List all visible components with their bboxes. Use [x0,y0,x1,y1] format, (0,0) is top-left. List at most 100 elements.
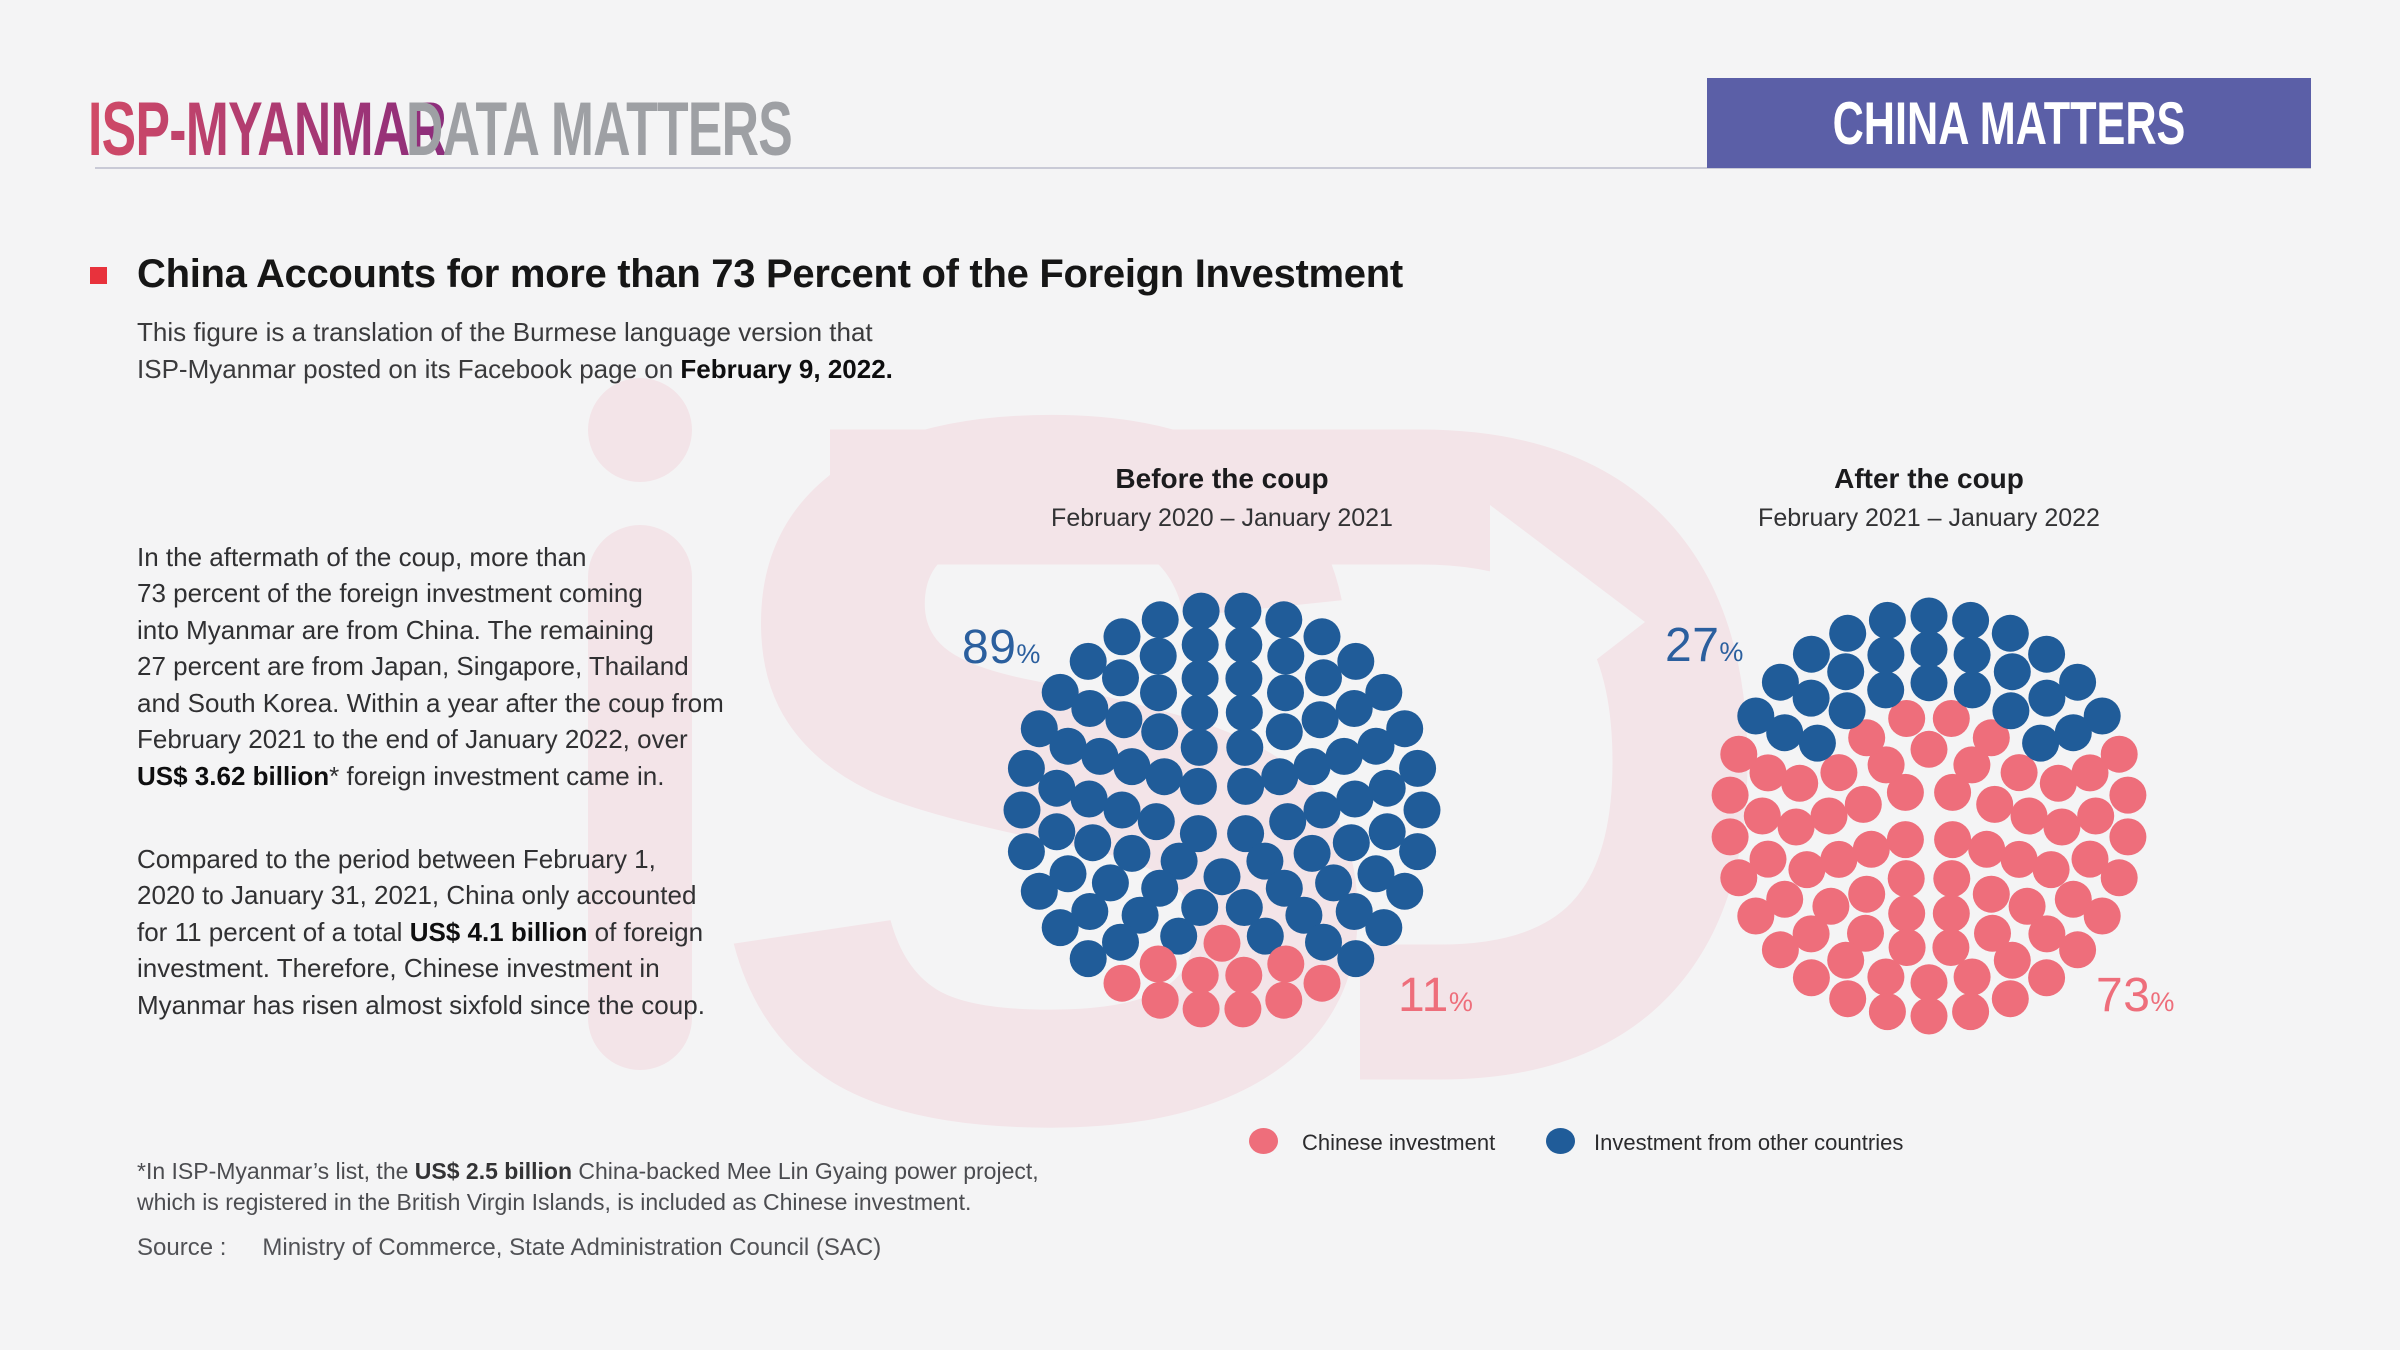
before-coup-header: Before the coup February 2020 – January … [997,462,1447,532]
Investment from other countries-dot [1267,637,1305,675]
Investment from other countries-dot [1141,601,1179,639]
source-label: Source : [137,1234,227,1261]
Investment from other countries-dot [1399,749,1437,787]
Chinese investment-dot [1968,830,2006,868]
after-coup-dot-chart [1704,591,2154,1041]
Investment from other countries-dot [1953,636,1991,674]
Investment from other countries-dot [1102,659,1139,697]
Investment from other countries-dot [1365,673,1403,711]
banner-label: CHINA MATTERS [1832,89,2186,157]
Investment from other countries-dot [1991,614,2029,652]
Investment from other countries-dot [1337,642,1375,680]
Investment from other countries-dot [1368,813,1406,851]
Investment from other countries-dot [1829,614,1867,652]
Chinese investment-dot [1932,895,1970,932]
Investment from other countries-dot [1225,694,1263,731]
Chinese investment-dot [1829,980,1867,1018]
Investment from other countries-dot [1091,864,1129,902]
Investment from other countries-dot [1246,917,1284,955]
Investment from other countries-dot [1910,630,1948,668]
Chinese investment-dot [1888,895,1926,932]
Investment from other countries-dot [1160,917,1198,955]
Chinese investment-dot [2039,764,2077,802]
watermark-i-stem [588,525,692,1070]
Investment from other countries-dot [1103,791,1141,829]
Investment from other countries-dot [1038,813,1076,851]
Investment from other countries-dot [2083,697,2121,735]
Investment from other countries-dot [1226,728,1264,766]
Investment from other countries-dot [1868,601,1906,639]
Investment from other countries-dot [1403,791,1441,829]
Chinese investment-dot [2059,931,2097,969]
Chinese investment-dot [1910,964,1948,1002]
Chinese investment-dot [1827,941,1865,979]
Investment from other countries-dot [1261,758,1299,796]
before-coup-title: Before the coup [1115,463,1329,494]
Chinese investment-dot [2043,808,2081,846]
Chinese investment-dot [1781,764,1819,802]
Investment from other countries-dot [2022,724,2060,762]
Investment from other countries-dot [1049,855,1087,893]
Chinese investment-dot [2000,754,2038,792]
watermark-arrow-band [830,429,1748,1080]
Investment from other countries-dot [1992,692,2030,730]
logo-data-matters: DATA MATTERS [406,87,793,172]
Investment from other countries-dot [1953,671,1991,709]
Investment from other countries-dot [1246,842,1284,880]
Investment from other countries-dot [1049,727,1087,765]
Chinese investment-dot [1886,773,1924,811]
Investment from other countries-dot [1766,714,1804,752]
Investment from other countries-dot [1267,674,1304,712]
Investment from other countries-dot [1265,869,1303,907]
Chinese investment-dot [1812,887,1850,925]
Investment from other countries-dot [1224,592,1262,630]
Investment from other countries-dot [1792,635,1830,673]
Chinese investment-dot [1952,993,1990,1031]
Investment from other countries-dot [1325,737,1363,775]
logo-isp-myanmar: ISP-MYANMAR [88,87,447,172]
Investment from other countries-dot [1179,767,1217,805]
Chinese investment-dot [2054,880,2092,918]
Chinese investment-dot [1720,859,1758,897]
Chinese investment-dot [1934,773,1972,811]
Investment from other countries-dot [1121,896,1159,934]
Investment from other countries-dot [1305,659,1342,697]
Investment from other countries-dot [1071,893,1109,930]
Chinese investment-dot [2100,859,2138,897]
Investment from other countries-dot [1181,889,1219,926]
Chinese investment-dot [1972,875,2010,913]
Chinese investment-dot [1788,851,1826,889]
Investment from other countries-dot [2028,679,2066,717]
Investment from other countries-dot [1103,618,1141,656]
Chinese investment-dot [1972,719,2010,757]
Chinese investment-dot [1720,735,1758,773]
Investment from other countries-dot [1069,642,1107,680]
Investment from other countries-dot [1335,893,1373,930]
Investment from other countries-dot [1180,728,1218,766]
Investment from other countries-dot [1203,858,1241,896]
Investment from other countries-dot [1225,889,1263,926]
Chinese investment-dot [1888,700,1926,737]
Chinese investment-dot [1974,914,2011,952]
Investment from other countries-dot [1105,701,1143,739]
Investment from other countries-dot [1070,780,1108,818]
Investment from other countries-dot [1227,767,1265,805]
Chinese investment-dot [1103,964,1141,1002]
Investment from other countries-dot [1910,597,1948,635]
Chinese investment-dot [2109,776,2147,814]
Chinese investment-dot [1792,915,1830,953]
Investment from other countries-dot [1102,923,1139,961]
title-bullet-square [90,267,107,284]
body-paragraph-1: In the aftermath of the coup, more than … [137,541,724,791]
Chinese investment-dot [1847,914,1884,952]
Investment from other countries-dot [1792,679,1830,717]
Investment from other countries-dot [1265,713,1303,751]
Chinese investment-dot [1820,754,1858,792]
china-matters-banner: CHINA MATTERS [1707,78,2311,168]
Chinese investment-dot [1749,754,1787,792]
watermark-arrow-triangle [1490,505,1645,742]
Chinese investment-dot [1910,730,1948,768]
Chinese investment-dot [1777,808,1815,846]
Chinese investment-dot [1991,980,2029,1018]
Chinese investment-dot [1181,956,1219,994]
